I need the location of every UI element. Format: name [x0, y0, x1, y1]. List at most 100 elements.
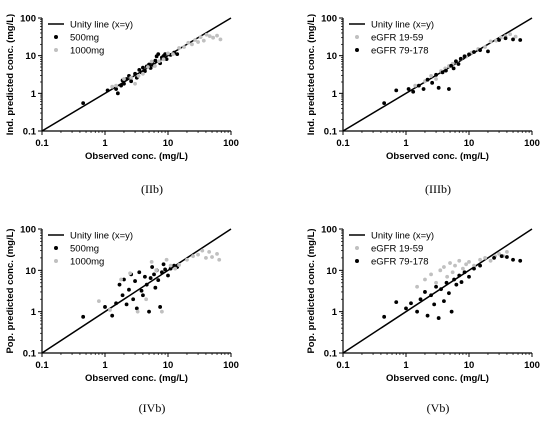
data-point [143, 274, 147, 279]
data-point [177, 46, 181, 50]
data-point [210, 255, 214, 259]
x-tick-label: 10 [163, 360, 174, 371]
data-point [472, 50, 476, 54]
data-point [467, 52, 471, 57]
data-point [444, 68, 448, 73]
data-point [122, 77, 126, 81]
data-point [382, 101, 387, 106]
data-point [185, 257, 189, 262]
x-tick-label: 1 [102, 138, 108, 149]
data-point [211, 35, 216, 40]
data-point [429, 272, 433, 277]
y-tick-label: 0.1 [23, 349, 37, 360]
data-point [141, 293, 145, 298]
data-point [486, 49, 490, 54]
data-point [81, 101, 86, 106]
data-point [137, 270, 142, 275]
legend-point-swatch [54, 48, 58, 52]
data-point [438, 268, 443, 273]
data-point [454, 282, 459, 287]
data-point [472, 266, 476, 271]
legend-point-swatch [355, 246, 359, 250]
data-point [429, 74, 433, 78]
data-point [117, 282, 122, 287]
data-point [150, 265, 155, 269]
y-tick-label: 0.1 [23, 127, 37, 138]
data-point [119, 277, 123, 282]
data-point [196, 40, 200, 44]
data-point [114, 83, 118, 88]
data-point [172, 263, 177, 268]
data-point [133, 81, 137, 86]
x-tick-label: 100 [223, 138, 239, 149]
data-point [175, 52, 180, 57]
legend-entry: eGFR 19-59 [371, 244, 423, 255]
data-point [103, 305, 107, 309]
data-point [135, 309, 140, 314]
data-point [201, 38, 206, 43]
data-point [161, 262, 166, 267]
data-point [207, 34, 212, 39]
data-point [513, 34, 518, 39]
y-tick-label: 10 [326, 266, 337, 277]
data-point [147, 309, 151, 314]
data-point [114, 301, 118, 306]
y-tick-label: 1 [31, 89, 37, 100]
data-point [423, 290, 427, 294]
data-point [144, 282, 149, 287]
data-point [146, 65, 150, 69]
data-point [413, 83, 418, 88]
data-point [449, 309, 454, 314]
data-point [434, 72, 438, 77]
data-point [129, 79, 134, 84]
x-tick-label: 0.1 [35, 138, 49, 149]
data-point [448, 261, 452, 265]
data-point [157, 59, 161, 64]
data-point [511, 37, 515, 42]
panel-caption: (IIIb) [425, 182, 451, 196]
data-point [430, 80, 435, 85]
x-tick-label: 10 [163, 138, 174, 149]
x-tick-label: 1 [403, 360, 409, 371]
data-point [161, 57, 166, 62]
data-point [447, 291, 451, 296]
data-point [190, 42, 194, 47]
x-tick-label: 100 [524, 360, 540, 371]
data-point [153, 64, 157, 68]
data-point [394, 300, 399, 305]
data-point [425, 313, 430, 318]
x-axis-label: Observed conc. (mg/L) [85, 373, 188, 384]
data-point [497, 251, 501, 256]
data-point [505, 255, 509, 259]
y-tick-label: 1 [31, 307, 37, 318]
data-point [416, 83, 421, 88]
data-point [141, 71, 145, 76]
data-point [119, 83, 123, 88]
y-tick-label: 10 [326, 51, 337, 62]
data-point [434, 284, 438, 289]
x-axis-label: Observed conc. (mg/L) [386, 151, 489, 162]
data-point [434, 280, 438, 285]
y-tick-label: 100 [20, 225, 36, 236]
data-point [467, 259, 471, 264]
data-point [137, 67, 142, 72]
data-point [442, 265, 446, 269]
data-point [149, 59, 154, 64]
data-point [163, 52, 168, 57]
data-point [467, 274, 471, 279]
data-point [458, 56, 463, 61]
data-point [382, 314, 387, 319]
data-point [445, 274, 450, 279]
y-tick-label: 100 [321, 225, 337, 236]
data-point [450, 270, 455, 275]
data-point [457, 258, 462, 263]
data-point [133, 71, 137, 76]
data-point [436, 85, 441, 90]
data-point [457, 273, 462, 278]
data-point [505, 249, 509, 254]
data-point [218, 37, 223, 42]
data-point [129, 75, 134, 80]
